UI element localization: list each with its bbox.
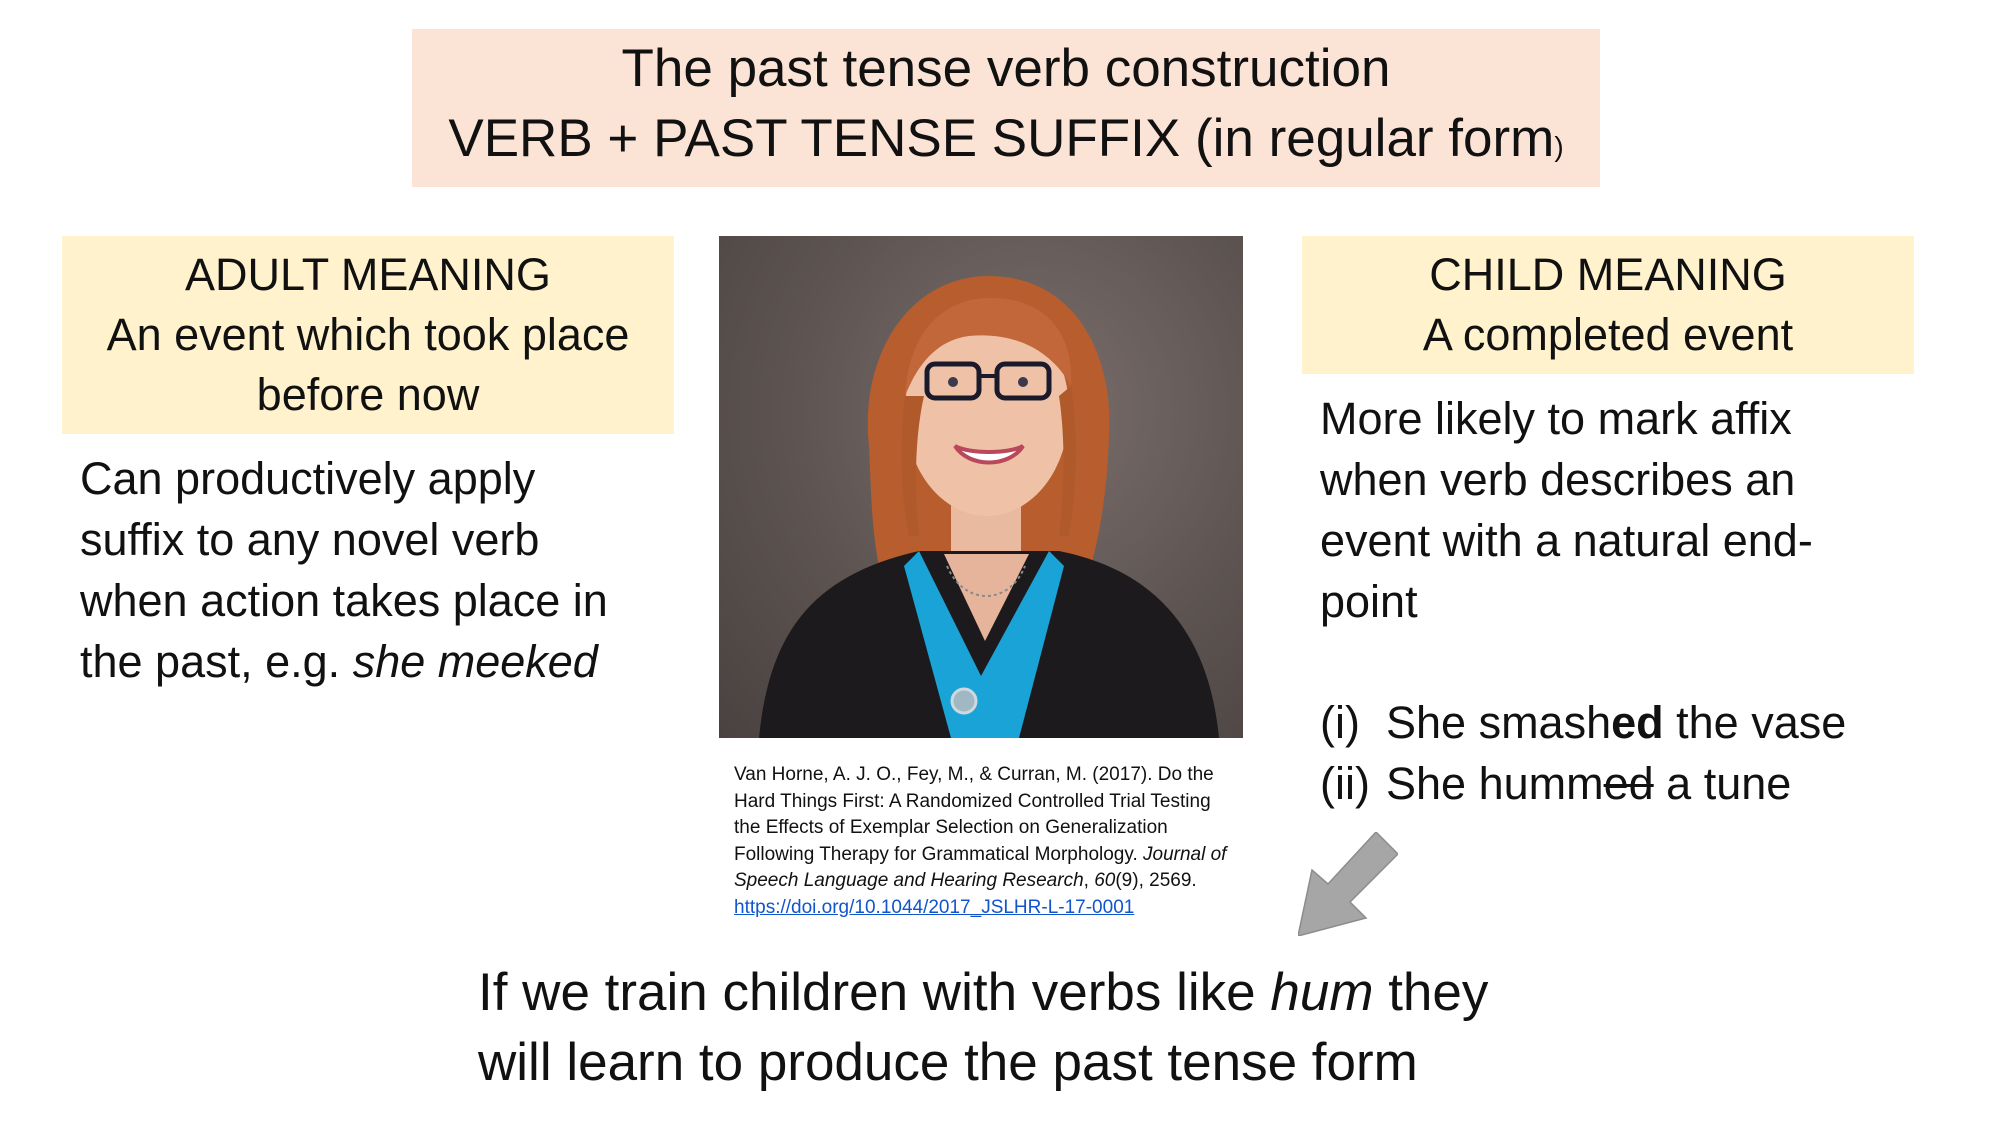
portrait-illustration	[759, 276, 1219, 738]
adult-meaning-line-2: An event which took place	[106, 309, 630, 360]
arrow-down-left-icon	[1298, 832, 1398, 936]
child-desc-line-3: event with a natural end-	[1320, 515, 1813, 566]
child-meaning-box: CHILD MEANING A completed event	[1302, 236, 1914, 374]
example-number: (i)	[1320, 697, 1360, 748]
adult-desc-line-4: the past, e.g. she meeked	[80, 631, 680, 692]
adult-meaning-heading: ADULT MEANING	[185, 249, 551, 300]
child-desc-line-2: when verb describes an	[1320, 454, 1796, 505]
child-desc-line-4: point	[1320, 576, 1418, 627]
adult-desc-line-1: Can productively apply	[80, 453, 536, 504]
example-item-1: (i) She smashed the vase	[1320, 692, 1940, 753]
conclusion-verb: hum	[1270, 963, 1374, 1022]
example-list: (i) She smashed the vase (ii) She hummed…	[1320, 692, 1940, 814]
conclusion-line-2: will learn to produce the past tense for…	[478, 1033, 1418, 1092]
conclusion-line-1: If we train children with verbs like hum…	[478, 958, 1678, 1028]
adult-description: Can productively apply suffix to any nov…	[80, 448, 680, 692]
example-post: the vase	[1663, 697, 1847, 748]
example-suffix-struck: ed	[1603, 758, 1654, 809]
citation-sep: ,	[1083, 870, 1095, 891]
conclusion-l1-pre: If we train children with verbs like	[478, 963, 1271, 1022]
citation-journal: Journal of Speech Language and Hearing R…	[734, 843, 1227, 892]
example-item-2: (ii) She hummed a tune	[1320, 753, 1940, 814]
example-text: She hummed a tune	[1386, 753, 1791, 814]
title-box: The past tense verb construction VERB + …	[412, 29, 1600, 187]
author-photo	[719, 236, 1243, 738]
citation-text: Van Horne, A. J. O., Fey, M., & Curran, …	[734, 764, 1214, 865]
adult-meaning-line-3: before now	[256, 369, 480, 420]
title-line-2-paren: )	[1554, 131, 1564, 162]
conclusion-text: If we train children with verbs like hum…	[478, 958, 1678, 1098]
title-line-2: VERB + PAST TENSE SUFFIX (in regular for…	[448, 104, 1563, 182]
citation-rest: (9), 2569.	[1115, 870, 1197, 891]
adult-desc-example: she meeked	[352, 636, 598, 687]
child-meaning-heading: CHILD MEANING	[1429, 249, 1787, 300]
child-description: More likely to mark affix when verb desc…	[1320, 388, 1920, 632]
child-desc-line-1: More likely to mark affix	[1320, 393, 1792, 444]
title-line-2-text: VERB + PAST TENSE SUFFIX (in regular for…	[448, 109, 1555, 168]
example-text: She smashed the vase	[1386, 692, 1846, 753]
example-pre: She humm	[1386, 758, 1604, 809]
example-number: (ii)	[1320, 758, 1370, 809]
child-meaning-line-2: A completed event	[1422, 309, 1794, 360]
adult-desc-line-3: when action takes place in	[80, 575, 608, 626]
citation: Van Horne, A. J. O., Fey, M., & Curran, …	[734, 762, 1234, 921]
title-line-1: The past tense verb construction	[621, 39, 1391, 98]
example-suffix-bold: ed	[1611, 697, 1664, 748]
example-post: a tune	[1653, 758, 1792, 809]
conclusion-l1-post: they	[1373, 963, 1489, 1022]
adult-desc-line-2: suffix to any novel verb	[80, 514, 540, 565]
adult-desc-line-4-text: the past, e.g.	[80, 636, 353, 687]
example-pre: She smash	[1386, 697, 1612, 748]
citation-volume: 60	[1094, 870, 1116, 891]
adult-meaning-box: ADULT MEANING An event which took place …	[62, 236, 674, 434]
citation-doi-link[interactable]: https://doi.org/10.1044/2017_JSLHR-L-17-…	[734, 896, 1135, 918]
